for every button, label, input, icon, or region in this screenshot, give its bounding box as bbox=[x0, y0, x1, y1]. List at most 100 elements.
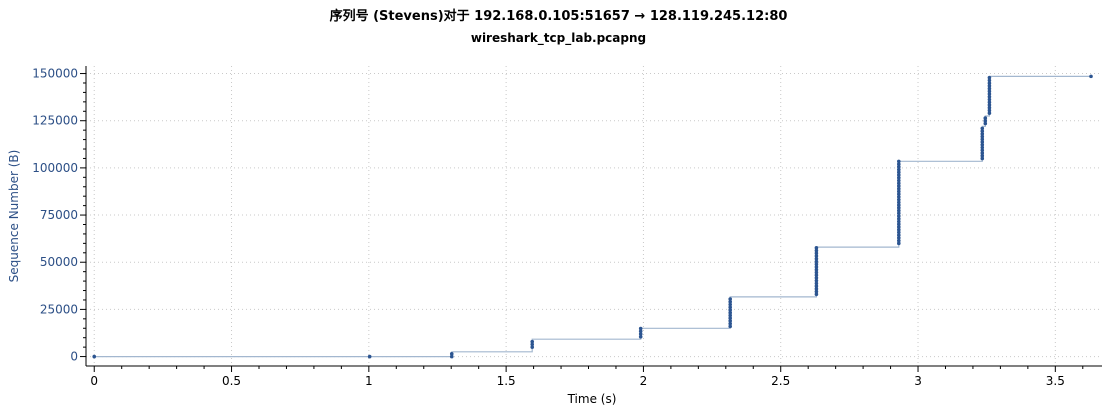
data-point bbox=[897, 211, 901, 216]
data-point bbox=[987, 89, 992, 94]
data-point bbox=[897, 206, 901, 210]
data-point bbox=[728, 310, 732, 315]
x-tick-label: 2.5 bbox=[771, 374, 790, 388]
x-tick-label: 0.5 bbox=[222, 374, 241, 388]
data-point bbox=[897, 178, 901, 183]
data-point bbox=[897, 170, 901, 175]
data-point bbox=[897, 236, 901, 240]
data-point bbox=[987, 84, 992, 88]
data-point bbox=[897, 197, 901, 202]
data-point bbox=[897, 175, 901, 180]
data-points bbox=[92, 74, 1093, 359]
data-point bbox=[897, 219, 901, 224]
data-point bbox=[530, 345, 535, 349]
data-point bbox=[638, 329, 643, 334]
step-line-path bbox=[94, 75, 1091, 358]
data-point bbox=[897, 186, 901, 191]
x-tick-label: 0 bbox=[90, 374, 98, 388]
data-point bbox=[897, 227, 901, 232]
y-tick-label: 100000 bbox=[32, 161, 78, 175]
data-point bbox=[814, 289, 819, 294]
data-point bbox=[987, 100, 992, 105]
data-point bbox=[638, 332, 643, 336]
data-point bbox=[814, 265, 819, 269]
data-point bbox=[814, 273, 819, 277]
data-point bbox=[530, 342, 535, 347]
data-point bbox=[897, 200, 901, 205]
data-point bbox=[728, 319, 732, 323]
data-point bbox=[980, 151, 985, 155]
data-point bbox=[814, 251, 819, 256]
data-point bbox=[897, 192, 901, 196]
data-point bbox=[814, 259, 819, 264]
data-point bbox=[897, 173, 901, 177]
data-point bbox=[983, 121, 988, 126]
data-point bbox=[980, 126, 985, 131]
data-point bbox=[897, 230, 901, 235]
data-point bbox=[728, 299, 732, 304]
data-point bbox=[449, 352, 454, 356]
data-point bbox=[897, 233, 901, 237]
data-point bbox=[814, 292, 819, 297]
data-point bbox=[897, 181, 901, 186]
data-point bbox=[980, 140, 985, 144]
x-tick-label: 1.5 bbox=[497, 374, 516, 388]
data-point bbox=[728, 316, 732, 320]
data-point bbox=[980, 153, 985, 158]
data-point bbox=[987, 105, 992, 110]
data-point bbox=[814, 276, 819, 280]
data-point bbox=[897, 159, 901, 164]
data-point bbox=[980, 145, 985, 150]
data-point bbox=[980, 156, 985, 161]
x-axis-ticks: 0 0.5 1 1.5 2 2.5 3 3.5 bbox=[90, 366, 1084, 388]
data-point bbox=[980, 148, 985, 153]
data-point bbox=[987, 78, 992, 83]
data-point bbox=[449, 354, 454, 359]
x-tick-label: 3.5 bbox=[1046, 374, 1065, 388]
data-point bbox=[897, 241, 901, 246]
data-point bbox=[728, 324, 732, 329]
data-point bbox=[987, 92, 992, 96]
data-point bbox=[814, 246, 819, 250]
data-point bbox=[814, 256, 819, 261]
data-point bbox=[728, 302, 732, 307]
data-point bbox=[897, 222, 901, 227]
data-point bbox=[987, 75, 992, 80]
data-point bbox=[897, 184, 901, 188]
data-point bbox=[897, 165, 901, 169]
y-tick-label: 0 bbox=[70, 350, 78, 364]
data-point bbox=[987, 108, 992, 113]
data-point bbox=[814, 248, 819, 253]
data-point bbox=[897, 208, 901, 213]
data-point bbox=[1089, 74, 1093, 79]
x-tick-label: 3 bbox=[914, 374, 922, 388]
data-point bbox=[897, 162, 901, 166]
data-point bbox=[983, 119, 988, 123]
step-line bbox=[94, 75, 1091, 358]
data-point bbox=[897, 167, 901, 172]
axes bbox=[85, 66, 1102, 367]
x-tick-label: 2 bbox=[640, 374, 648, 388]
chart-title: 序列号 (Stevens)对于 192.168.0.105:51657 → 12… bbox=[329, 9, 788, 24]
data-point bbox=[987, 86, 992, 91]
y-tick-label: 75000 bbox=[40, 208, 78, 222]
data-point bbox=[897, 225, 901, 229]
data-point bbox=[980, 137, 985, 142]
data-point bbox=[728, 297, 732, 301]
data-point bbox=[728, 313, 732, 318]
data-point bbox=[980, 134, 985, 139]
data-point bbox=[92, 354, 97, 359]
data-point bbox=[814, 287, 819, 291]
chart-subtitle: wireshark_tcp_lab.pcapng bbox=[470, 31, 647, 45]
data-point bbox=[897, 203, 901, 207]
data-point bbox=[897, 214, 901, 218]
data-point bbox=[814, 281, 819, 286]
data-point bbox=[814, 267, 819, 272]
data-point bbox=[987, 81, 992, 85]
grid-lines bbox=[86, 66, 1102, 366]
data-point bbox=[980, 129, 985, 133]
y-tick-label: 150000 bbox=[32, 67, 78, 81]
data-point bbox=[728, 305, 732, 310]
